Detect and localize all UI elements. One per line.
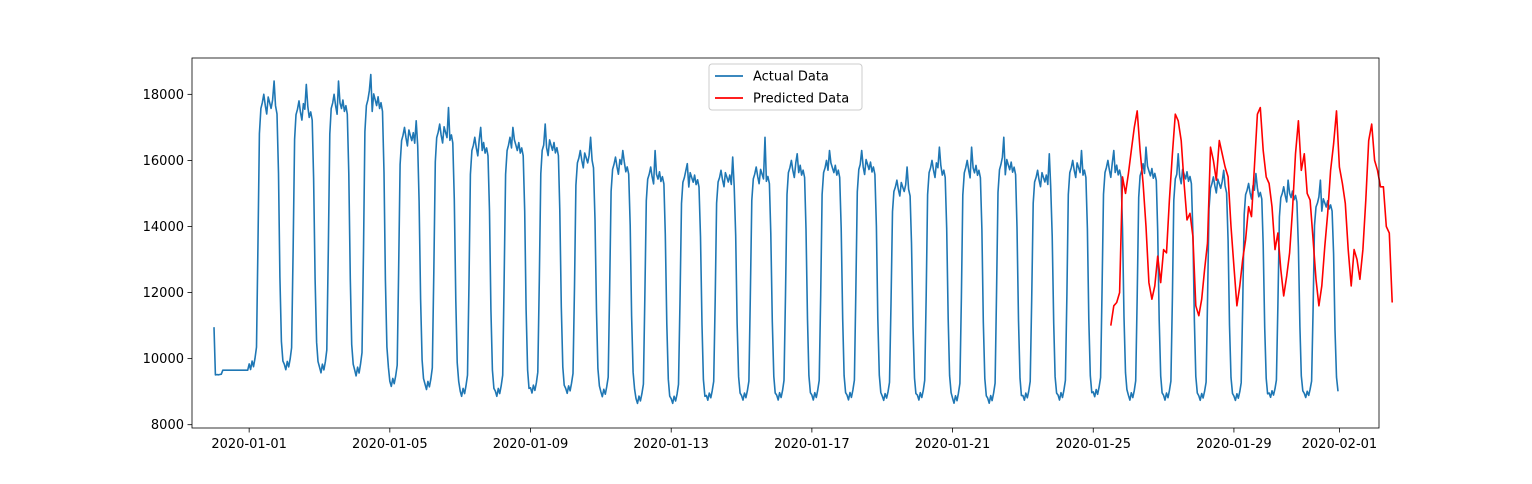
- legend-label-1: Actual Data: [753, 70, 829, 85]
- series-line-2: [1110, 106, 1393, 326]
- x-tick-label: 2020-01-21: [915, 437, 991, 452]
- x-tick-label: 2020-01-29: [1196, 437, 1272, 452]
- y-tick-label: 14000: [143, 220, 184, 235]
- x-tick-label: 2020-01-13: [633, 437, 709, 452]
- plot-frame: [191, 57, 1380, 429]
- legend-label-2: Predicted Data: [753, 92, 849, 107]
- x-tick-label: 2020-01-25: [1055, 437, 1131, 452]
- x-tick-label: 2020-01-17: [774, 437, 850, 452]
- y-tick-label: 18000: [143, 88, 184, 103]
- y-tick-label: 16000: [143, 154, 184, 169]
- x-tick-label: 2020-02-01: [1302, 437, 1378, 452]
- series-layer: [213, 73, 1393, 405]
- y-tick-label: 10000: [143, 352, 184, 367]
- y-axis: 8000 10000 12000 14000 16000 18000: [143, 88, 192, 433]
- y-tick-label: 8000: [151, 418, 184, 433]
- x-tick-label: 2020-01-05: [352, 437, 428, 452]
- legend-box: [708, 63, 863, 111]
- x-axis: 2020-01-01 2020-01-05 2020-01-09 2020-01-13…: [211, 428, 1377, 452]
- series-line-1: [213, 73, 1339, 405]
- legend: Actual Data Predicted Data: [708, 63, 863, 111]
- y-tick-label: 12000: [143, 286, 184, 301]
- x-tick-label: 2020-01-01: [211, 437, 287, 452]
- x-tick-label: 2020-01-09: [493, 437, 569, 452]
